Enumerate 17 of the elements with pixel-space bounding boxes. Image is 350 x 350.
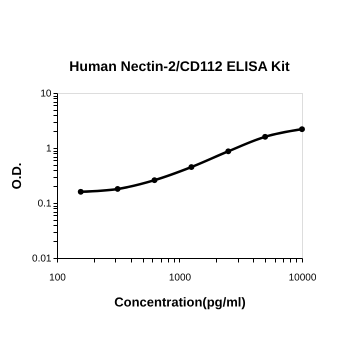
point: [188, 164, 194, 170]
x-axis-title: Concentration(pg/ml): [114, 294, 246, 310]
x-tick-label: 1000: [168, 272, 192, 284]
y-tick-label: 10: [40, 88, 52, 100]
y-axis-title: O.D.: [9, 162, 24, 190]
y-tick-label: 0.01: [32, 254, 52, 264]
point: [114, 186, 121, 192]
point: [262, 134, 268, 140]
point: [152, 177, 158, 184]
x-tick-label: 10000: [288, 272, 317, 284]
point: [78, 188, 84, 195]
y-tick-label: 0.1: [38, 198, 52, 210]
y-tick-label: 1: [46, 144, 52, 154]
point: [299, 126, 305, 132]
x-tick-label: 100: [49, 272, 66, 284]
chart-title: Human Nectin-2/CD112 ELISA Kit: [69, 58, 290, 74]
point: [225, 148, 232, 154]
